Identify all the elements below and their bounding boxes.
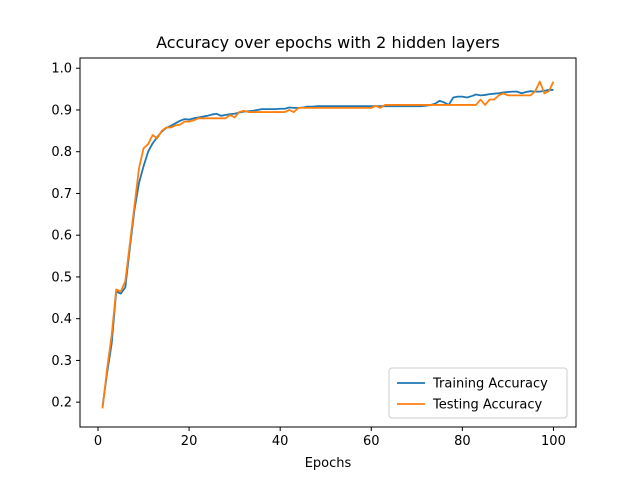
- y-tick-label: 0.8: [51, 145, 72, 160]
- legend: Training Accuracy Testing Accuracy: [388, 367, 568, 419]
- y-tick-label: 0.9: [51, 103, 72, 118]
- x-tick-label: 40: [272, 434, 289, 449]
- x-tick-label: 60: [363, 434, 380, 449]
- series-line-1: [101, 80, 555, 409]
- x-tick-label: 0: [94, 434, 102, 449]
- x-tick-label: 100: [541, 434, 566, 449]
- x-tick-label: 80: [454, 434, 471, 449]
- x-axis: 0 20 40 60 80 100: [94, 427, 566, 449]
- chart-title: Accuracy over epochs with 2 hidden layer…: [156, 33, 500, 52]
- y-tick-label: 0.5: [51, 270, 72, 285]
- x-tick-label: 20: [181, 434, 198, 449]
- y-tick-label: 0.4: [51, 312, 72, 327]
- y-tick-label: 0.6: [51, 229, 72, 244]
- y-tick-label: 0.3: [51, 354, 72, 369]
- y-axis: 0.2 0.3 0.4 0.5 0.6 0.7 0.8 0.9 1.0: [51, 62, 80, 411]
- y-tick-label: 0.2: [51, 396, 72, 411]
- legend-label-0: Training Accuracy: [432, 377, 548, 392]
- axes-frame: [79, 57, 577, 428]
- legend-label-1: Testing Accuracy: [432, 398, 542, 413]
- series-line-0: [101, 89, 554, 407]
- y-tick-label: 1.0: [51, 62, 72, 77]
- y-tick-label: 0.7: [51, 187, 72, 202]
- x-axis-label: Epochs: [305, 456, 352, 471]
- plot-area: [101, 80, 555, 409]
- legend-box: [388, 367, 568, 419]
